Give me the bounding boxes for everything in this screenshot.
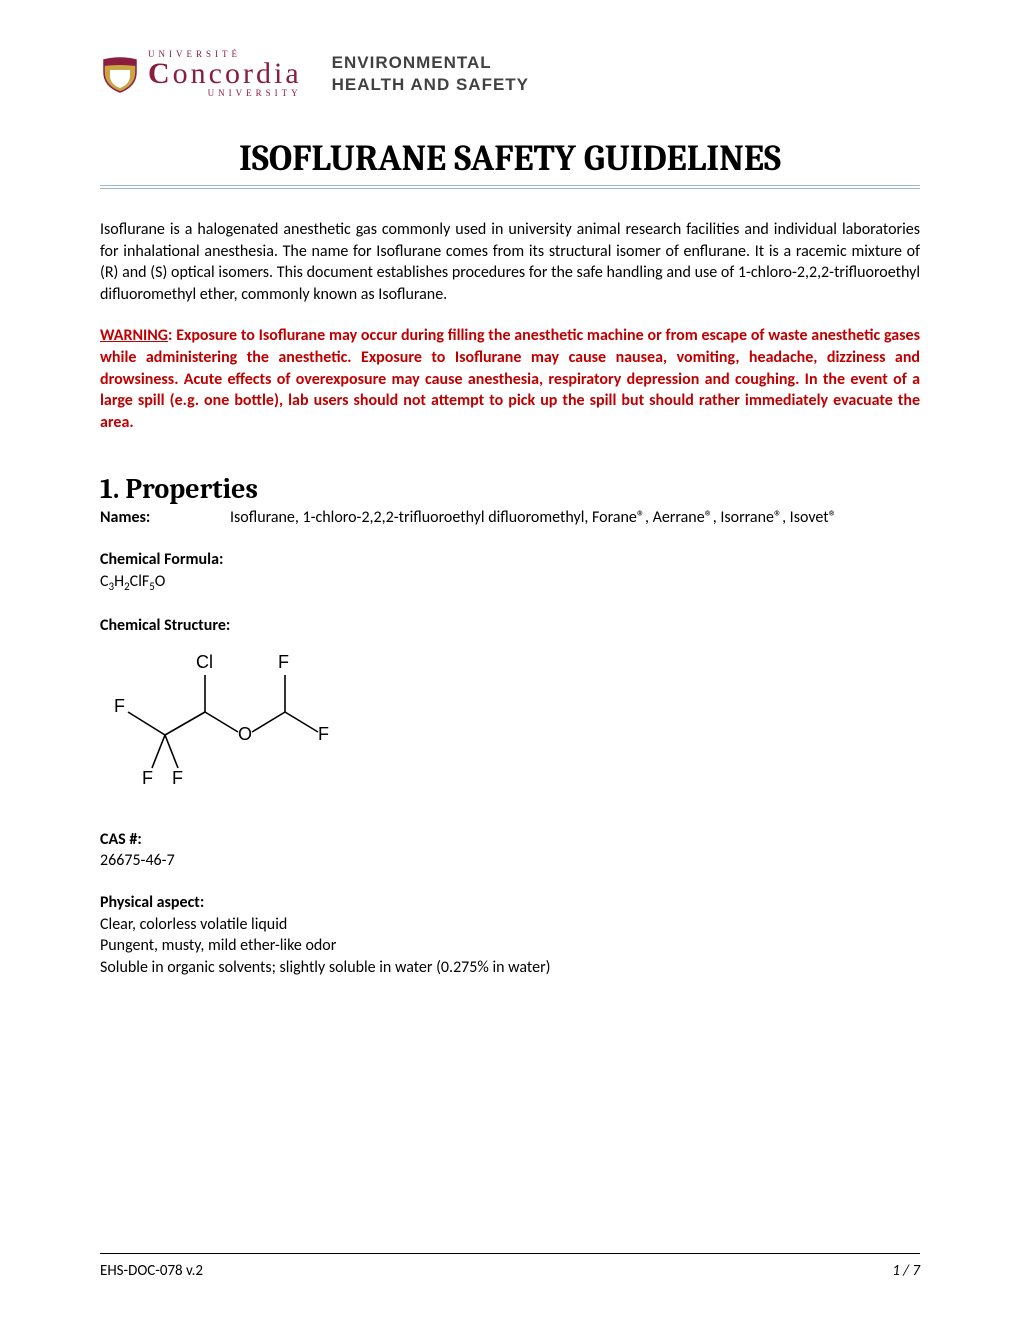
cas-value: 26675-46-7 (100, 850, 920, 872)
cas-label: CAS #: (100, 829, 920, 851)
footer-divider (100, 1253, 920, 1254)
structure-label: Chemical Structure: (100, 615, 920, 637)
physical-line-3: Soluble in organic solvents; slightly so… (100, 957, 920, 979)
atom-F: F (172, 768, 183, 788)
property-cas: CAS #: 26675-46-7 (100, 829, 920, 872)
logo-bottom-text: UNIVERSITY (148, 89, 302, 98)
atom-F: F (278, 652, 289, 672)
formula-value: C3H2ClF5O (100, 571, 920, 595)
warning-paragraph: WARNING: Exposure to Isoflurane may occu… (100, 325, 920, 433)
names-value: Isoflurane, 1-chloro-2,2,2-trifluoroethy… (230, 507, 920, 529)
section-1-heading: 1. Properties (100, 473, 920, 505)
footer-page-number: 1 / 7 (892, 1262, 920, 1280)
property-names: Names: Isoflurane, 1-chloro-2,2,2-triflu… (100, 507, 920, 529)
property-physical: Physical aspect: Clear, colorless volati… (100, 892, 920, 978)
physical-line-2: Pungent, musty, mild ether-like odor (100, 935, 920, 957)
logo-main-text: Concordia (148, 59, 302, 89)
ehs-line1: ENVIRONMENTAL (332, 52, 529, 74)
ehs-dept-title: ENVIRONMENTAL HEALTH AND SAFETY (332, 52, 529, 96)
physical-line-1: Clear, colorless volatile liquid (100, 914, 920, 936)
property-structure: Chemical Structure: (100, 615, 920, 809)
shield-icon (100, 54, 140, 94)
concordia-logo: UNIVERSITÉ Concordia UNIVERSITY (100, 50, 302, 98)
page: UNIVERSITÉ Concordia UNIVERSITY ENVIRONM… (0, 0, 1020, 1320)
ehs-line2: HEALTH AND SAFETY (332, 74, 529, 96)
intro-paragraph: Isoflurane is a halogenated anesthetic g… (100, 219, 920, 305)
title-divider (100, 185, 920, 189)
atom-F: F (114, 696, 125, 716)
atom-F: F (318, 724, 329, 744)
physical-label: Physical aspect: (100, 892, 920, 914)
names-label: Names: (100, 507, 230, 529)
warning-text: : Exposure to Isoflurane may occur durin… (100, 326, 920, 431)
page-footer: EHS-DOC-078 v.2 1 / 7 (100, 1253, 920, 1280)
formula-label: Chemical Formula: (100, 549, 920, 571)
footer-doc-id: EHS-DOC-078 v.2 (100, 1262, 203, 1280)
document-title: ISOFLURANE SAFETY GUIDELINES (100, 138, 920, 179)
atom-F: F (142, 768, 153, 788)
atom-Cl: Cl (196, 652, 213, 672)
header: UNIVERSITÉ Concordia UNIVERSITY ENVIRONM… (100, 50, 920, 98)
property-formula: Chemical Formula: C3H2ClF5O (100, 549, 920, 595)
logo-text: UNIVERSITÉ Concordia UNIVERSITY (148, 50, 302, 98)
atom-O: O (238, 724, 252, 744)
chemical-structure-diagram: F F F Cl O F F (110, 640, 330, 790)
warning-label: WARNING (100, 326, 168, 345)
